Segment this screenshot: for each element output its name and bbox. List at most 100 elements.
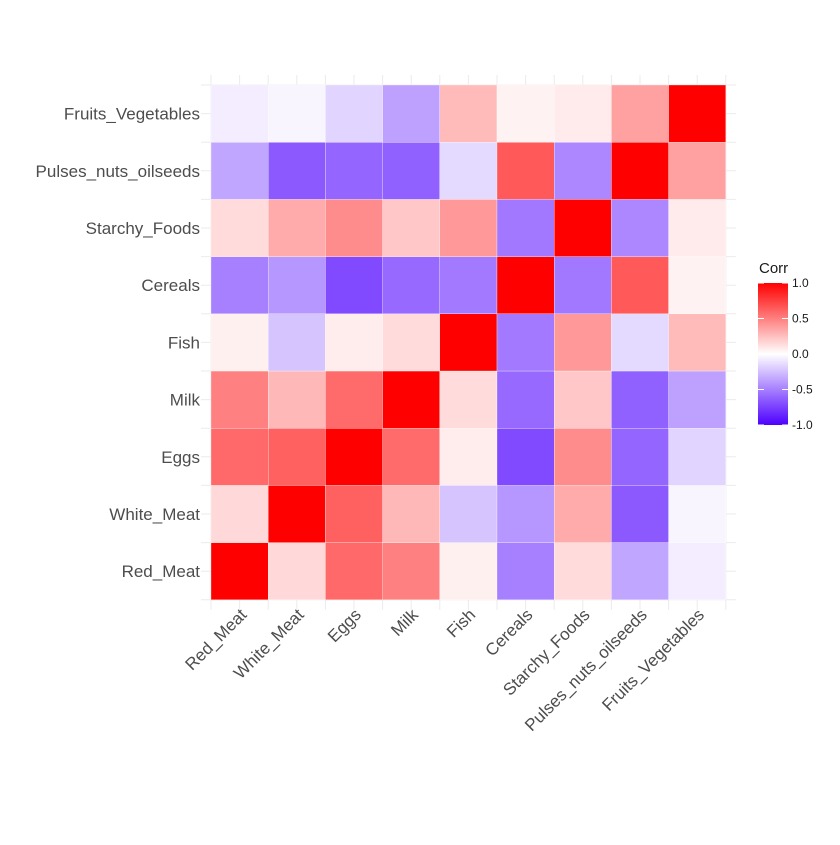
heatmap-cell-Red_Meat-Pulses_nuts_oilseeds — [611, 542, 669, 600]
heatmap-cell-Pulses_nuts_oilseeds-Cereals — [496, 142, 555, 200]
heatmap-cell-Red_Meat-White_Meat — [268, 542, 326, 600]
heatmap-cell-Fruits_Vegetables-White_Meat — [268, 84, 326, 143]
legend-tick-label: -1.0 — [792, 418, 813, 432]
heatmap-cell-Fish-White_Meat — [268, 313, 326, 372]
heatmap-cell-Eggs-Red_Meat — [210, 428, 269, 486]
heatmap-cell-Milk-Pulses_nuts_oilseeds — [611, 370, 669, 429]
heatmap-cell-Eggs-Fruits_Vegetables — [668, 428, 726, 486]
heatmap-cell-Fruits_Vegetables-Red_Meat — [210, 84, 269, 143]
heatmap-cell-Red_Meat-Eggs — [325, 542, 383, 600]
heatmap-cell-Fruits_Vegetables-Pulses_nuts_oilseeds — [611, 84, 669, 143]
heatmap-cell-Milk-Fruits_Vegetables — [668, 370, 726, 429]
heatmap-cell-Fish-Fruits_Vegetables — [668, 313, 726, 372]
heatmap-cell-Starchy_Foods-Fruits_Vegetables — [668, 199, 726, 257]
heatmap-cell-Red_Meat-Red_Meat — [210, 542, 269, 600]
heatmap-cell-Starchy_Foods-Milk — [382, 199, 440, 257]
heatmap-cell-Milk-Milk — [382, 370, 440, 429]
heatmap-cell-White_Meat-Starchy_Foods — [554, 485, 612, 543]
heatmap-cell-Fruits_Vegetables-Eggs — [325, 84, 383, 143]
legend-title: Corr — [759, 260, 788, 277]
legend-tick-label: 0.0 — [792, 347, 809, 361]
heatmap-cell-Fish-Red_Meat — [210, 313, 269, 372]
heatmap-cell-Red_Meat-Fish — [439, 542, 498, 600]
heatmap-cell-Pulses_nuts_oilseeds-Milk — [382, 142, 440, 200]
heatmap-cell-Cereals-Cereals — [496, 256, 555, 314]
heatmap-cell-Cereals-Starchy_Foods — [554, 256, 612, 314]
x-tick-label: Milk — [387, 605, 422, 640]
heatmap-cell-Starchy_Foods-Fish — [439, 199, 498, 257]
x-tick-label: Fish — [443, 605, 479, 641]
heatmap-cell-White_Meat-White_Meat — [268, 485, 326, 543]
heatmap-cell-Pulses_nuts_oilseeds-Red_Meat — [210, 142, 269, 200]
heatmap-cell-Milk-Red_Meat — [210, 370, 269, 429]
heatmap-cell-Eggs-Fish — [439, 428, 498, 486]
heatmap-cell-Fruits_Vegetables-Cereals — [496, 84, 555, 143]
heatmap-cell-Cereals-Red_Meat — [210, 256, 269, 314]
y-tick-label: White_Meat — [109, 505, 200, 524]
heatmap-cell-Pulses_nuts_oilseeds-Eggs — [325, 142, 383, 200]
y-tick-label: Starchy_Foods — [86, 219, 200, 238]
heatmap-cell-White_Meat-Fruits_Vegetables — [668, 485, 726, 543]
heatmap-cell-Starchy_Foods-Starchy_Foods — [554, 199, 612, 257]
y-tick-label: Cereals — [141, 276, 200, 295]
heatmap-cell-Cereals-Fish — [439, 256, 498, 314]
y-tick-label: Fish — [168, 333, 200, 352]
legend: Corr 1.0 0.5 0.0 -0.5 -1.0 — [758, 260, 813, 432]
heatmap-cell-White_Meat-Cereals — [496, 485, 555, 543]
legend-tick-label: 0.5 — [792, 312, 809, 326]
heatmap-cell-Fish-Eggs — [325, 313, 383, 372]
heatmap-cell-Cereals-Fruits_Vegetables — [668, 256, 726, 314]
heatmap-cell-Cereals-Pulses_nuts_oilseeds — [611, 256, 669, 314]
heatmap-cell-White_Meat-Pulses_nuts_oilseeds — [611, 485, 669, 543]
heatmap-cell-Starchy_Foods-Eggs — [325, 199, 383, 257]
heatmap-cell-Milk-Fish — [439, 370, 498, 429]
heatmap-cell-Eggs-Pulses_nuts_oilseeds — [611, 428, 669, 486]
heatmap-cell-Fruits_Vegetables-Starchy_Foods — [554, 84, 612, 143]
y-tick-label: Pulses_nuts_oilseeds — [36, 162, 200, 181]
y-tick-label: Milk — [170, 391, 201, 410]
heatmap-cell-White_Meat-Red_Meat — [210, 485, 269, 543]
heatmap-cell-Starchy_Foods-Pulses_nuts_oilseeds — [611, 199, 669, 257]
heatmap-cell-Fish-Milk — [382, 313, 440, 372]
heatmap-cell-Pulses_nuts_oilseeds-Starchy_Foods — [554, 142, 612, 200]
heatmap-cell-Eggs-Cereals — [496, 428, 555, 486]
heatmap-cell-Red_Meat-Starchy_Foods — [554, 542, 612, 600]
heatmap-cell-Cereals-White_Meat — [268, 256, 326, 314]
heatmap-cell-Pulses_nuts_oilseeds-White_Meat — [268, 142, 326, 200]
heatmap-cell-Fruits_Vegetables-Fruits_Vegetables — [668, 84, 726, 143]
y-tick-label: Red_Meat — [122, 562, 201, 581]
heatmap-cell-Eggs-Starchy_Foods — [554, 428, 612, 486]
heatmap-cell-White_Meat-Milk — [382, 485, 440, 543]
x-tick-label: Eggs — [324, 605, 365, 646]
heatmap-cell-Cereals-Eggs — [325, 256, 383, 314]
heatmap-cell-Milk-Starchy_Foods — [554, 370, 612, 429]
heatmap-cell-Red_Meat-Fruits_Vegetables — [668, 542, 726, 600]
y-tick-label: Fruits_Vegetables — [64, 105, 200, 124]
heatmap-cell-Eggs-White_Meat — [268, 428, 326, 486]
heatmap-cell-Pulses_nuts_oilseeds-Fruits_Vegetables — [668, 142, 726, 200]
heatmap-cells — [210, 84, 726, 600]
heatmap-cell-Fish-Pulses_nuts_oilseeds — [611, 313, 669, 372]
legend-tick-label: -0.5 — [792, 383, 813, 397]
heatmap-cell-Fruits_Vegetables-Fish — [439, 84, 498, 143]
heatmap-cell-Cereals-Milk — [382, 256, 440, 314]
y-tick-labels: Red_Meat White_Meat Eggs Milk Fish Cereals Sta… — [36, 105, 201, 582]
y-tick-label: Eggs — [161, 448, 200, 467]
heatmap-cell-Eggs-Eggs — [325, 428, 383, 486]
heatmap-cell-Milk-Eggs — [325, 370, 383, 429]
x-tick-label: Fruits_Vegetables — [598, 605, 708, 715]
heatmap-cell-Fruits_Vegetables-Milk — [382, 84, 440, 143]
heatmap-cell-White_Meat-Eggs — [325, 485, 383, 543]
heatmap-cell-Pulses_nuts_oilseeds-Fish — [439, 142, 498, 200]
heatmap-cell-Milk-White_Meat — [268, 370, 326, 429]
legend-tick-label: 1.0 — [792, 276, 809, 290]
heatmap-cell-Fish-Cereals — [496, 313, 555, 372]
heatmap-cell-White_Meat-Fish — [439, 485, 498, 543]
heatmap-cell-Starchy_Foods-White_Meat — [268, 199, 326, 257]
heatmap-cell-Fish-Starchy_Foods — [554, 313, 612, 372]
heatmap-cell-Starchy_Foods-Red_Meat — [210, 199, 269, 257]
heatmap-cell-Milk-Cereals — [496, 370, 555, 429]
